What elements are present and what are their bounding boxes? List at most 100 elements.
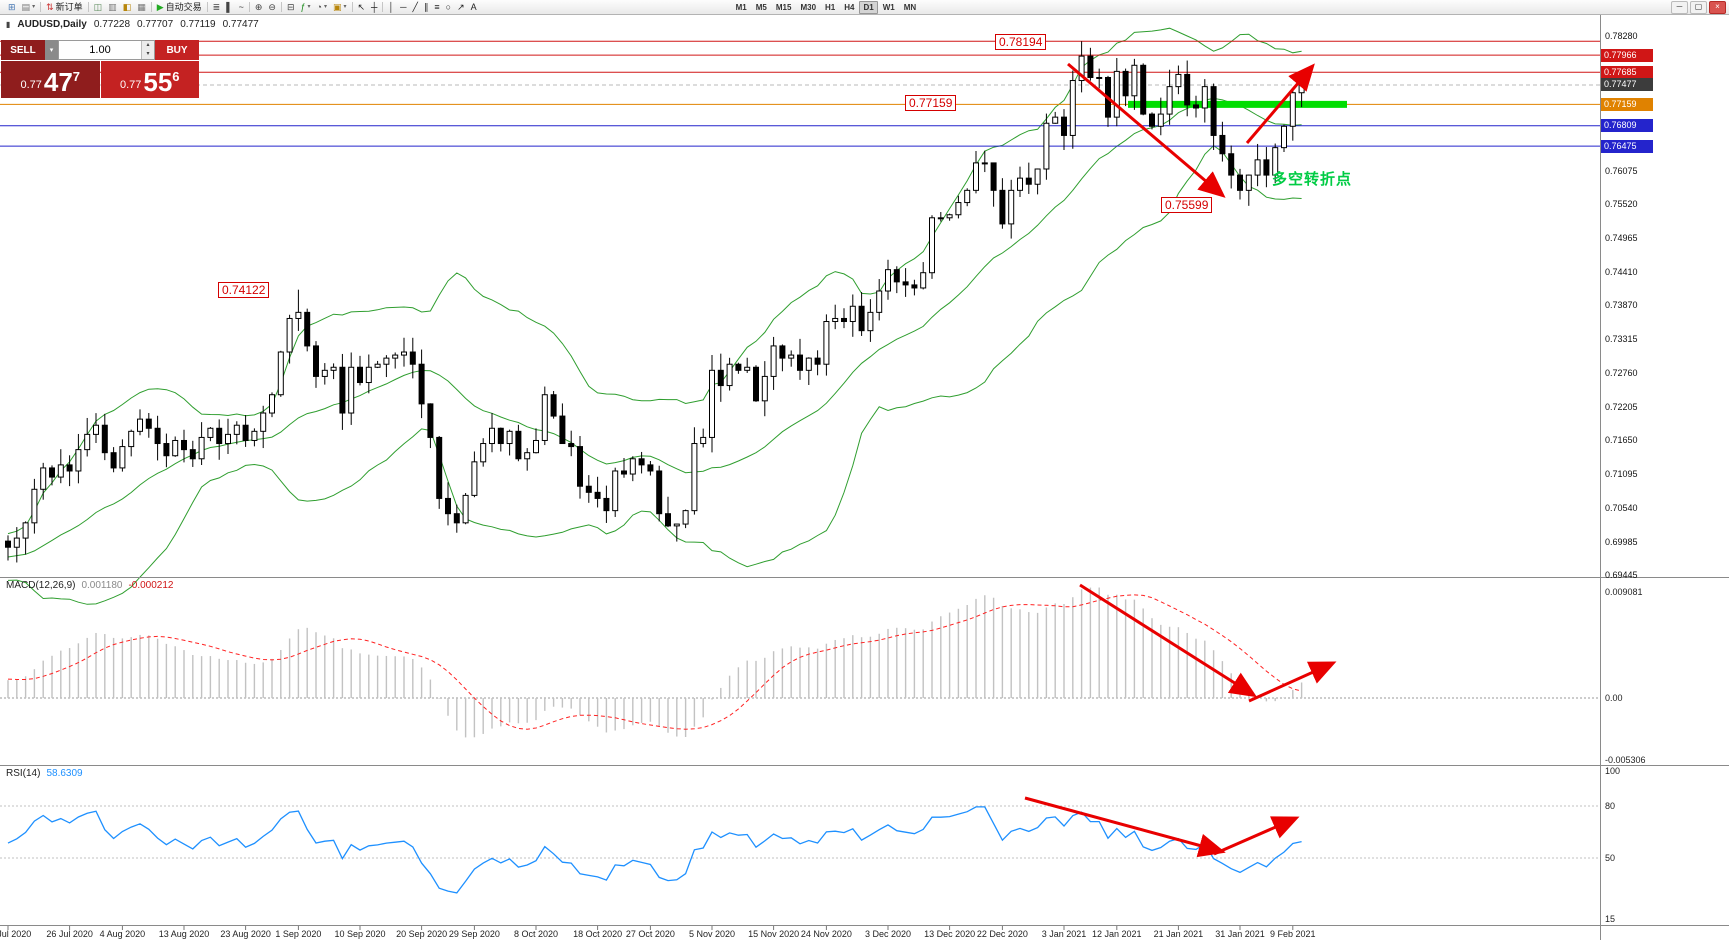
timeframe-m30[interactable]: M30 (800, 2, 817, 12)
channel-icon[interactable]: ∥ (423, 2, 429, 12)
close-button[interactable]: × (1709, 0, 1726, 14)
vertical-line-icon[interactable]: │ (388, 2, 395, 12)
timeframe-d1[interactable]: D1 (859, 0, 878, 14)
tile-windows-icon[interactable]: ⊟ (286, 2, 295, 12)
zoom-out-icon[interactable]: ⊖ (268, 2, 276, 12)
data-window-icon[interactable]: ▥ (108, 2, 117, 12)
volume-down-button[interactable]: ▾ (142, 50, 154, 59)
timeframe-h1[interactable]: H1 (825, 2, 836, 12)
candle-body (1245, 174, 1252, 191)
candle-body (1105, 76, 1111, 118)
line-chart-icon[interactable]: ~ (238, 2, 244, 12)
date-tick-label: 23 Aug 2020 (220, 929, 271, 939)
candle-body (1149, 113, 1155, 127)
candle-body (1289, 92, 1296, 127)
restore-button[interactable]: ▢ (1690, 0, 1707, 14)
volume-up-button[interactable]: ▴ (142, 41, 154, 50)
price-tick-label: 0.73315 (1605, 334, 1638, 344)
trend-arrow (1213, 816, 1300, 856)
candle-body (1008, 189, 1015, 225)
candle-body (339, 366, 346, 414)
crosshair-icon[interactable]: ┼ (371, 2, 378, 12)
rsi-axis-label: 80 (1605, 801, 1616, 811)
trend-arrow (1067, 62, 1226, 198)
horizontal-line-icon[interactable]: ─ (400, 2, 407, 12)
candle-body (1281, 125, 1287, 149)
bar-chart-icon[interactable]: ≣ (212, 2, 221, 12)
candlestick-icon[interactable]: ▌ (226, 2, 233, 12)
new-order-button[interactable]: ⇅ 新订单 (46, 1, 83, 13)
candle-body (1131, 64, 1138, 97)
text-icon[interactable]: A (470, 2, 477, 12)
new-chart-icon[interactable]: ⊞ (8, 2, 16, 12)
candle-body (172, 439, 179, 457)
toolbar-group: ≣ ▌ ~ (208, 2, 249, 12)
market-watch-icon[interactable]: ◫ (93, 2, 103, 12)
rsi-line (7, 806, 1302, 894)
price-annotation-label[interactable]: 0.74122 (218, 282, 270, 298)
candle-body (964, 189, 971, 204)
sell-price-button[interactable]: 0.77 47 7 (1, 61, 100, 98)
timeframe-h4[interactable]: H4 (844, 2, 855, 12)
candle-body (233, 424, 240, 435)
date-tick-label: 12 Jan 2021 (1092, 929, 1142, 939)
candle-body (119, 446, 126, 469)
candle-body (629, 458, 636, 475)
indicators-icon[interactable]: ƒ ▾ (300, 2, 311, 12)
timeframe-m1[interactable]: M1 (735, 2, 747, 12)
trendline-icon[interactable]: ╱ (412, 2, 418, 12)
candle-body (717, 369, 724, 387)
buy-price-button[interactable]: 0.77 55 6 (100, 61, 199, 98)
rsi-axis-label: 15 (1605, 914, 1616, 924)
toolbar-separator (150, 2, 152, 12)
rsi-value: 58.6309 (46, 768, 83, 779)
toolbar-group: ⇅ 新订单 (41, 2, 88, 13)
time-axis[interactable] (0, 926, 1729, 940)
order-options-caret[interactable]: ▾ (45, 40, 58, 60)
candle-body (779, 345, 786, 359)
cursor-icon[interactable]: ↖ (357, 2, 366, 12)
timeframe-m5[interactable]: M5 (755, 2, 767, 12)
price-annotation-label[interactable]: 0.75599 (1161, 197, 1213, 213)
ohlc-low: 0.77119 (180, 19, 216, 30)
profiles-icon[interactable]: ▤ ▾ (21, 2, 36, 12)
fibonacci-icon[interactable]: ≡ (434, 2, 440, 12)
arrows-icon[interactable]: ↗ (457, 2, 465, 12)
candle-body (621, 470, 627, 475)
candle-body (1263, 159, 1270, 176)
candle-body (876, 290, 883, 313)
date-tick-label: 16 Jul 2020 (0, 929, 32, 939)
turning-point-note[interactable]: 多空转折点 (1272, 171, 1353, 188)
price-tick-label: 0.70540 (1605, 503, 1638, 513)
candle-body (418, 363, 425, 405)
buy-button[interactable]: BUY (155, 40, 199, 60)
candle-body (709, 369, 715, 438)
macd-indicator-label: MACD(12,26,9) 0.001180 -0.000212 (6, 580, 173, 591)
price-axis[interactable] (1601, 15, 1729, 926)
date-tick-label: 27 Oct 2020 (625, 929, 675, 939)
terminal-icon[interactable]: ▦ (137, 2, 146, 12)
price-annotation-label[interactable]: 0.77159 (905, 95, 957, 111)
chart-symbol-icon: ▮ (6, 20, 11, 29)
timeframe-m15[interactable]: M15 (775, 2, 792, 12)
candle-body (497, 427, 504, 445)
minimize-button[interactable]: ─ (1671, 0, 1688, 14)
price-tick-label: 0.74410 (1605, 267, 1638, 277)
price-line-axis-box: 0.77477 (1601, 78, 1653, 91)
sell-button[interactable]: SELL (1, 40, 45, 60)
zoom-in-icon[interactable]: ⊕ (254, 2, 263, 12)
rsi-axis-label: 100 (1605, 766, 1621, 776)
price-annotation-label[interactable]: 0.78194 (995, 34, 1047, 50)
timeframe-mn[interactable]: MN (903, 2, 917, 12)
periods-icon[interactable]: ◔ ▾ (316, 2, 327, 12)
candle-body (374, 363, 381, 368)
shapes-icon[interactable]: ○ (445, 2, 452, 12)
navigator-icon[interactable]: ◧ (122, 2, 132, 12)
price-tick-label: 0.72760 (1605, 368, 1638, 378)
volume-input[interactable] (59, 41, 141, 59)
autotrading-button[interactable]: ▶ 自动交易 (156, 1, 202, 13)
templates-icon[interactable]: ▣ ▾ (332, 2, 347, 12)
timeframe-w1[interactable]: W1 (882, 2, 895, 12)
candle-body (313, 345, 319, 377)
